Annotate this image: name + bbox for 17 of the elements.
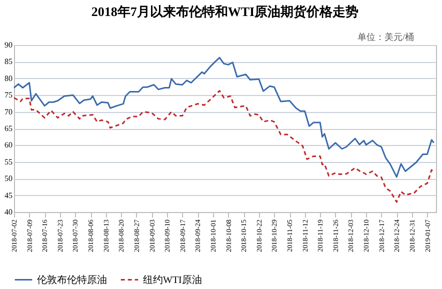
line-series [13,56,435,178]
y-tick-label: 65 [4,124,12,133]
line-series [13,90,435,203]
y-tick-label: 55 [4,157,12,166]
y-tick-label: 70 [4,107,12,116]
y-tick-label: 45 [4,190,12,200]
y-tick-label: 80 [4,74,12,83]
y-tick-label: 60 [4,140,12,150]
y-tick-label: 50 [4,174,12,184]
y-tick-label: 85 [4,57,12,66]
chart-title: 2018年7月以来布伦特和WTI原油期货价格走势 [91,4,359,19]
legend-label: 伦敦布伦特原油 [37,274,107,286]
y-tick-label: 90 [4,40,12,50]
y-tick-label: 75 [4,90,12,100]
y-tick-label: 40 [4,208,12,216]
text: 单位：美元/桶 [357,32,414,42]
legend-label: 纽约WTI原油 [143,274,202,286]
